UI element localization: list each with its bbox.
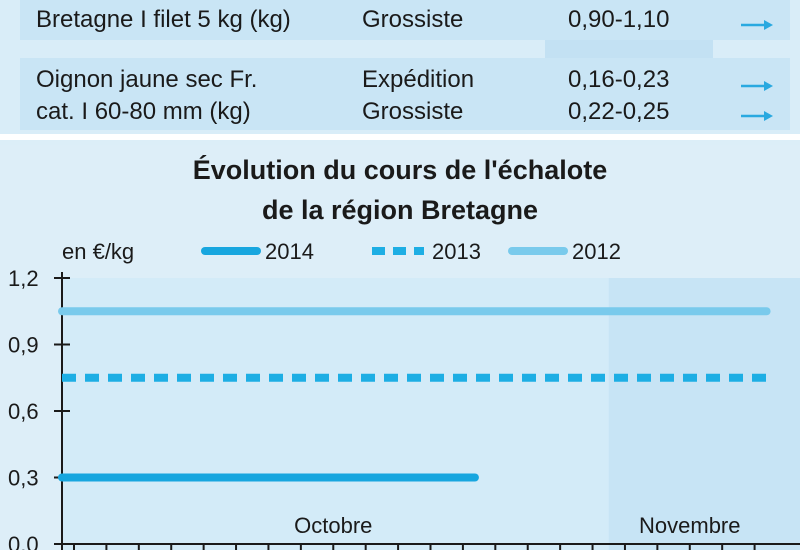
- stable-arrow-icon: [741, 111, 773, 121]
- chart-title-line-1: Évolution du cours de l'échalote: [192, 155, 608, 185]
- product-name: Bretagne I filet 5 kg (kg): [36, 6, 291, 33]
- month-shading: [608, 278, 800, 550]
- y-axis-label: en €/kg: [62, 239, 134, 264]
- row-band-1: [20, 0, 790, 40]
- legend-label: 2014: [265, 239, 314, 264]
- market-stage: Expédition: [362, 66, 475, 93]
- y-tick-label: 0,6: [8, 399, 39, 424]
- price-range: 0,16-0,23: [568, 66, 670, 93]
- legend-label: 2013: [432, 239, 481, 264]
- chart-title-line-2: de la région Bretagne: [261, 195, 539, 225]
- row-band-2: [20, 58, 790, 130]
- product-name-line-1: Oignon jaune sec Fr.: [36, 66, 258, 93]
- y-tick-label: 1,2: [8, 266, 39, 291]
- market-stage: Grossiste: [362, 98, 464, 125]
- price-table: Bretagne I filet 5 kg (kg) Grossiste 0,9…: [0, 0, 800, 140]
- legend-label: 2012: [572, 239, 621, 264]
- price-range: 0,90-1,10: [568, 6, 670, 33]
- y-tick-label: 0,3: [8, 466, 39, 491]
- market-stage: Grossiste: [362, 6, 464, 33]
- stable-arrow-icon: [741, 20, 773, 30]
- section-divider: [0, 134, 800, 140]
- stable-arrow-icon: [741, 81, 773, 91]
- y-tick-label: 0,9: [8, 333, 39, 358]
- y-tick-label: 0,0: [8, 532, 39, 550]
- x-month-label: Novembre: [639, 513, 740, 538]
- x-month-label: Octobre: [294, 513, 372, 538]
- price-range: 0,22-0,25: [568, 98, 670, 125]
- product-name-line-2: cat. I 60-80 mm (kg): [36, 98, 251, 125]
